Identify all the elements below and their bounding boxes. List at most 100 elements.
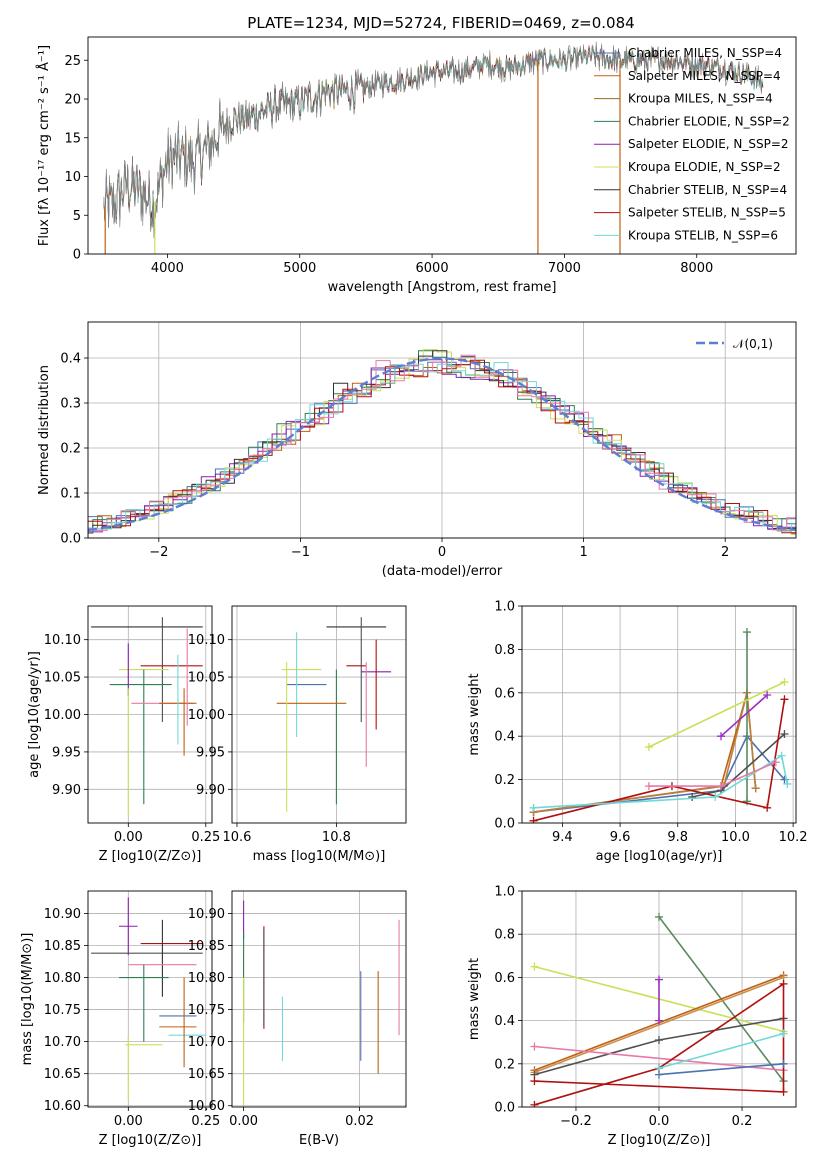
age_vs_Z-ytick-label: 9.90 <box>52 783 81 798</box>
weight_vs_Z-ytick-label: 1.0 <box>494 885 515 900</box>
mass_vs_Z-plot-area <box>91 897 206 1100</box>
weight_vs_age-point-marker <box>777 751 786 760</box>
weight_vs_Z-point-marker <box>779 1029 788 1038</box>
mass_vs_ebv-ytick-label: 10.90 <box>188 907 225 922</box>
residuals-xtick-label: 2 <box>721 545 729 560</box>
mass_vs_ebv-xlabel: E(B-V) <box>299 1133 339 1148</box>
weight_vs_age-series-line <box>720 694 768 737</box>
weight_vs_age-series-line <box>648 761 777 787</box>
mass_vs_Z-xtick-label: 0.25 <box>191 1114 220 1129</box>
weight_vs_Z-point-marker <box>655 1016 663 1025</box>
weight_vs_Z-series-line <box>534 1045 784 1072</box>
age_vs_mass-xtick-label: 10.8 <box>322 830 351 845</box>
weight_vs_Z-xtick-label: −0.2 <box>560 1114 592 1129</box>
spectrum-data-line <box>103 41 764 239</box>
mass_vs_Z-ytick-label: 10.60 <box>44 1099 81 1114</box>
residuals-axes: −2 −1 0 1 2 0.0 0.1 0.2 0.3 0.4 (data-model)/error… <box>37 321 797 579</box>
residuals-ylabel: Normed distribution <box>37 365 52 495</box>
weight_vs_age-series-line <box>533 692 757 813</box>
legend-entry: Chabrier STELIB, N_SSP=4 <box>628 183 787 197</box>
weight_vs_Z-ytick-label: 0.8 <box>494 928 515 943</box>
residual-histogram <box>88 358 796 535</box>
weight_vs_Z-ytick-label: 0.2 <box>494 1057 515 1072</box>
spectrum-ytick-label: 10 <box>64 170 81 185</box>
age_vs_Z-ytick-label: 10.05 <box>44 671 81 686</box>
mass_vs_Z-ytick-label: 10.85 <box>44 939 81 954</box>
age_vs_Z-frame <box>87 605 213 824</box>
legend-entry: 𝒩(0,1) <box>733 337 773 351</box>
weight_vs_age-point-marker <box>780 695 789 704</box>
mass_vs_Z-xtick-label: 0.00 <box>114 1114 143 1129</box>
residuals-xtick-label: 0 <box>438 545 446 560</box>
mass_vs_Z-ytick-label: 10.75 <box>44 1003 81 1018</box>
age_vs_Z-ytick-label: 10.00 <box>44 708 81 723</box>
mass_vs_ebv-ytick-label: 10.85 <box>188 939 225 954</box>
weight_vs_Z-point-marker <box>779 1087 788 1096</box>
mass_vs_ebv-ytick-label: 10.65 <box>188 1067 225 1082</box>
residuals-plot-area <box>88 349 796 538</box>
weight_vs_Z-point-marker <box>530 1077 539 1086</box>
residuals-xlabel: (data-model)/error <box>382 564 503 579</box>
mass_vs_Z-ytick-label: 10.65 <box>44 1067 81 1082</box>
mass_vs_ebv-ytick-label: 10.60 <box>188 1099 225 1114</box>
weight_vs_age-point-marker <box>644 782 653 791</box>
weight_vs_Z-ylabel: mass weight <box>467 958 482 1040</box>
age_vs_Z-plot-area <box>91 617 203 816</box>
legend-entry: Kroupa ELODIE, N_SSP=2 <box>628 160 781 174</box>
age_vs_Z-ytick-label: 10.10 <box>44 633 81 648</box>
weight_vs_Z-point-marker <box>655 912 663 921</box>
legend-entry: Chabrier ELODIE, N_SSP=2 <box>628 114 790 128</box>
weight_vs_Z-point-marker <box>779 1059 788 1068</box>
weight_vs_age-point-marker <box>751 784 760 793</box>
weight_vs_Z-point-marker <box>655 975 663 984</box>
weight_vs_age-ytick-label: 0.8 <box>494 643 515 658</box>
weight_vs_age-point-marker <box>688 792 697 801</box>
residuals-frame <box>87 321 797 539</box>
weight_vs_age-series-line <box>648 681 785 748</box>
weight_vs_age-series-line <box>533 692 757 813</box>
age_vs_mass-ytick-label: 10.05 <box>188 671 225 686</box>
spectrum-xtick-label: 4000 <box>151 261 184 276</box>
residual-histogram <box>88 350 796 534</box>
mass_vs_ebv-ytick-label: 10.75 <box>188 1003 225 1018</box>
spectrum-xtick-label: 5000 <box>283 261 316 276</box>
weight_vs_age-xtick-label: 9.6 <box>610 830 631 845</box>
weight_vs_Z-point-marker <box>530 1042 539 1051</box>
weight_vs_age-point-marker <box>780 677 789 686</box>
weight_vs_Z-xtick-label: 0.2 <box>732 1114 753 1129</box>
age_vs_Z-ytick-label: 9.95 <box>52 745 81 760</box>
spectrum-axes: 4000 5000 6000 7000 8000 0 5 10 15 20 25 wavelength… <box>36 36 797 295</box>
weight_vs_age-xlabel: age [log10(age/yr)] <box>596 849 723 864</box>
mass_vs_Z-frame <box>87 890 213 1108</box>
legend-entry: Salpeter ELODIE, N_SSP=2 <box>628 137 789 151</box>
weight_vs_age-point-marker <box>529 803 538 812</box>
spectrum-ytick-label: 0 <box>73 248 81 263</box>
age_vs_mass-plot-area <box>276 617 392 812</box>
spectrum-xtick-label: 7000 <box>548 261 581 276</box>
spectrum-ytick-label: 20 <box>64 93 81 108</box>
spectrum-ytick-label: 15 <box>64 131 81 146</box>
mass_vs_Z-ytick-label: 10.90 <box>44 907 81 922</box>
age_vs_mass-xtick-label: 10.6 <box>222 830 251 845</box>
figure-title: PLATE=1234, MJD=52724, FIBERID=0469, z=0… <box>247 14 634 32</box>
legend-entry: Salpeter MILES, N_SSP=4 <box>628 69 781 83</box>
mass_vs_Z-ytick-label: 10.70 <box>44 1035 81 1050</box>
weight_vs_Z-series-line <box>658 1032 784 1069</box>
age_vs_Z-xtick-label: 0.00 <box>114 830 143 845</box>
weight_vs_age-point-marker <box>783 779 792 788</box>
age_vs_mass-ytick-label: 9.95 <box>196 745 225 760</box>
weight_vs_age-series-line <box>533 754 789 809</box>
weight_vs_Z-series-line <box>534 976 784 1074</box>
age_vs_Z-axes: 0.00 0.25 9.90 9.95 10.00 10.05 10.10 Z [log10(… <box>27 605 220 864</box>
spectrum-ytick-label: 5 <box>73 209 81 224</box>
weight_vs_Z-ytick-label: 0.6 <box>494 971 515 986</box>
residual-histogram <box>88 354 796 531</box>
residuals-xtick-label: −1 <box>291 545 310 560</box>
age_vs_mass-xlabel: mass [log10(M/M⊙)] <box>253 849 386 864</box>
spectrum-ylabel: Flux [fλ 10⁻¹⁷ erg cm⁻² s⁻¹ Å⁻¹] <box>36 45 52 246</box>
legend-entry: Salpeter STELIB, N_SSP=5 <box>628 206 786 220</box>
weight_vs_age-ytick-label: 0.4 <box>494 730 515 745</box>
age_vs_mass-frame <box>231 605 407 824</box>
residual-histogram <box>88 349 796 535</box>
